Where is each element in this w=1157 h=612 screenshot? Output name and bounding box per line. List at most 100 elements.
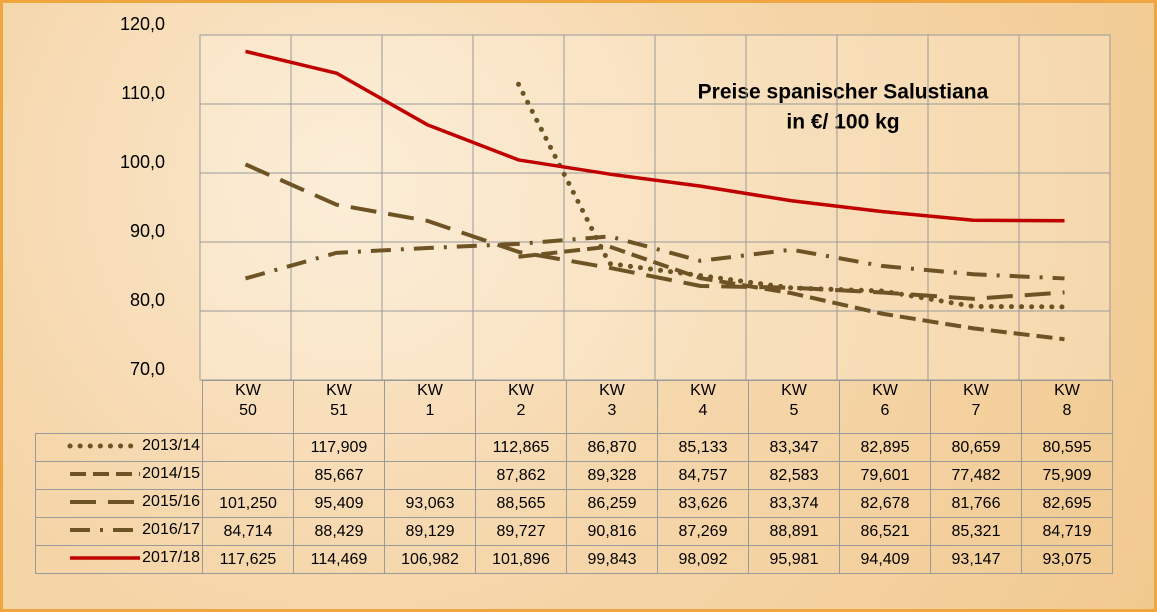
value-cell: 84,719 [1021,517,1113,546]
data-label: 85,321 [951,522,1001,540]
value-cell: 87,862 [475,461,567,490]
data-label: 87,269 [678,522,728,540]
category-cell: KW 5 [748,380,840,434]
data-label: 117,909 [310,438,368,456]
value-cell: 82,895 [839,433,931,462]
series-line [516,81,1067,310]
value-cell: 117,625 [202,545,294,574]
value-cell: 106,982 [384,545,476,574]
data-label: 88,891 [769,522,819,540]
series-line [244,162,1065,301]
legend-entry: 2013/14 [64,437,200,455]
data-table: KW 50 KW 51 KW 1 KW 2 KW 3 KW 4 KW 5 KW 6 KW 7 KW… [35,380,1113,574]
data-label: 82,678 [860,494,910,512]
chart-subtitle: in €/ 100 kg [786,111,899,134]
data-label: 83,626 [678,494,728,512]
legend-entry: 2016/17 [64,521,200,539]
value-cell: 83,626 [657,489,749,518]
category-cell: KW 8 [1021,380,1113,434]
data-label: 93,147 [951,550,1001,568]
series-line [518,244,1065,342]
value-cell: 83,374 [748,489,840,518]
value-cell: 114,469 [293,545,385,574]
value-cell: 89,129 [384,517,476,546]
data-label: 77,482 [951,466,1001,484]
legend-cell: 2013/14 [35,433,203,462]
value-cell: 83,347 [748,433,840,462]
value-cell: 98,092 [657,545,749,574]
data-label: 85,667 [314,466,364,484]
data-label: 101,896 [492,550,550,568]
value-cell: 85,321 [930,517,1022,546]
data-label: 75,909 [1042,466,1092,484]
data-label: 101,250 [219,494,277,512]
x-tick-label: KW 1 [417,382,443,419]
data-label: 82,583 [769,466,819,484]
legend-cell: 2014/15 [35,461,203,490]
table-corner [36,381,203,434]
value-cell: 93,147 [930,545,1022,574]
legend-entry: 2015/16 [64,493,200,511]
value-cell: 101,250 [202,489,294,518]
value-cell: 89,727 [475,517,567,546]
x-tick-label: KW 4 [690,382,716,419]
data-label: 90,816 [587,522,637,540]
value-cell: 88,891 [748,517,840,546]
y-tick-label: 110,0 [121,83,165,103]
value-cell: 82,695 [1021,489,1113,518]
data-label: 89,328 [587,466,637,484]
value-cell: 86,521 [839,517,931,546]
value-cell: 82,583 [748,461,840,490]
category-cell: KW 7 [930,380,1022,434]
value-cell: 89,328 [566,461,658,490]
x-tick-label: KW 51 [326,382,352,419]
value-cell: 80,595 [1021,433,1113,462]
data-label: 95,409 [314,494,364,512]
data-label: 84,714 [223,522,273,540]
value-cell: 75,909 [1021,461,1113,490]
data-label: 94,409 [860,550,910,568]
legend-swatch [70,556,141,560]
value-cell [384,461,476,490]
legend-label: 2016/17 [142,521,200,538]
legend-swatch [70,528,141,532]
data-label: 87,862 [496,466,546,484]
value-cell: 101,896 [475,545,567,574]
value-cell [202,433,294,462]
data-label: 85,133 [678,438,728,456]
legend-swatch [70,472,141,476]
data-label: 93,075 [1042,550,1092,568]
value-cell: 84,714 [202,517,294,546]
y-tick-label: 70,0 [130,359,165,379]
x-tick-label: KW 5 [781,382,807,419]
data-label: 88,565 [496,494,546,512]
x-tick-label: KW 6 [872,382,898,419]
value-cell: 86,259 [566,489,658,518]
data-label: 86,521 [860,522,910,540]
value-cell: 93,075 [1021,545,1113,574]
legend-label: 2014/15 [142,465,200,482]
value-cell: 99,843 [566,545,658,574]
category-cell: KW 6 [839,380,931,434]
data-label: 82,895 [860,438,910,456]
value-cell: 87,269 [657,517,749,546]
data-label: 84,757 [678,466,728,484]
y-tick-label: 120,0 [120,14,165,34]
legend-entry: 2014/15 [64,465,200,483]
value-cell: 85,667 [293,461,385,490]
data-label: 80,595 [1042,438,1092,456]
data-label: 114,469 [310,550,368,568]
y-tick-label: 100,0 [120,152,165,172]
chart-title: Preise spanischer Salustiana [698,81,989,104]
chart: Preise spanischer Salustiana in €/ 100 k… [120,14,1111,381]
legend-swatch [67,443,143,449]
data-label: 98,092 [678,550,728,568]
category-cell: KW 1 [384,380,476,434]
legend-label: 2017/18 [142,549,200,566]
category-cell: KW 3 [566,380,658,434]
data-label: 81,766 [951,494,1001,512]
value-cell: 80,659 [930,433,1022,462]
data-label: 112,865 [492,438,550,456]
x-tick-label: KW 8 [1054,382,1080,419]
